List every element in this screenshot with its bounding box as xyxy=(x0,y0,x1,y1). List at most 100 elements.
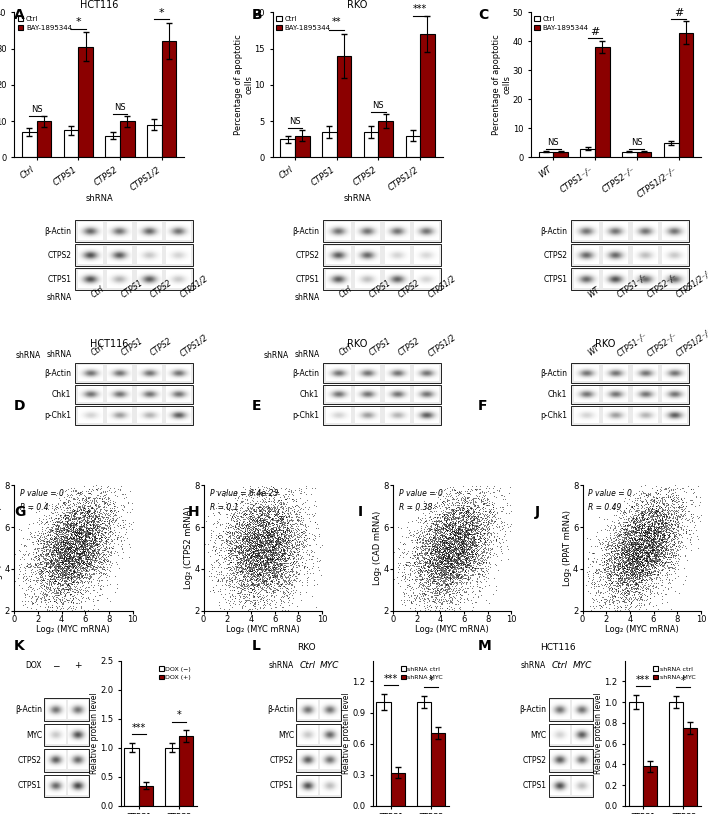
Point xyxy=(53,561,64,574)
Point xyxy=(212,574,224,587)
Point xyxy=(630,523,641,536)
Point xyxy=(249,597,261,610)
Point xyxy=(268,540,280,554)
Point xyxy=(220,533,232,546)
Point xyxy=(272,527,283,540)
Point xyxy=(45,562,56,575)
Bar xyxy=(323,405,442,425)
Point xyxy=(92,482,103,495)
Point xyxy=(464,527,476,540)
Point xyxy=(612,563,623,576)
Point xyxy=(649,560,660,573)
Point xyxy=(639,501,650,514)
Point xyxy=(648,526,659,539)
Point xyxy=(62,540,73,554)
Point xyxy=(620,550,632,563)
X-axis label: Log₂ (MYC mRNA): Log₂ (MYC mRNA) xyxy=(605,625,678,634)
Point xyxy=(401,579,413,592)
Point xyxy=(643,523,654,536)
Point xyxy=(660,535,671,548)
Point xyxy=(45,554,56,567)
Point xyxy=(461,510,472,523)
Point xyxy=(24,557,35,570)
Point xyxy=(260,549,271,562)
Point xyxy=(620,596,631,609)
Point xyxy=(112,528,123,541)
Point xyxy=(45,540,57,554)
Point xyxy=(426,498,437,511)
Point xyxy=(674,520,685,533)
Point xyxy=(663,523,675,536)
Point xyxy=(253,537,264,550)
Point xyxy=(651,501,662,514)
Point xyxy=(64,510,75,523)
Point xyxy=(71,519,82,532)
Point xyxy=(627,554,638,567)
Point xyxy=(441,510,452,523)
Point xyxy=(245,579,256,592)
Point xyxy=(647,509,658,522)
Point xyxy=(432,549,443,562)
Point xyxy=(445,596,457,609)
Point xyxy=(259,525,270,538)
Point xyxy=(88,527,100,540)
Point xyxy=(633,571,644,584)
Point xyxy=(693,479,704,492)
Point xyxy=(457,526,469,539)
Point xyxy=(35,543,46,556)
Point xyxy=(646,542,657,555)
Point xyxy=(64,514,76,527)
Point xyxy=(636,562,647,575)
Point xyxy=(656,542,667,555)
Point xyxy=(430,523,441,536)
Point xyxy=(619,540,630,554)
Point xyxy=(474,486,486,499)
Point xyxy=(270,553,282,566)
Point xyxy=(434,575,445,588)
Point xyxy=(266,503,277,516)
Point xyxy=(64,514,76,527)
Point xyxy=(47,514,58,527)
Point xyxy=(88,535,99,548)
Point xyxy=(57,546,68,559)
Point xyxy=(93,519,105,532)
Point xyxy=(244,541,255,554)
Point xyxy=(52,512,64,525)
Point xyxy=(68,550,79,563)
Point xyxy=(445,516,456,529)
Point xyxy=(42,535,54,548)
Point xyxy=(450,527,462,540)
Point xyxy=(207,559,218,572)
Point xyxy=(253,517,265,530)
Point xyxy=(233,519,244,532)
Point xyxy=(447,550,458,563)
Point xyxy=(272,531,283,544)
Point xyxy=(35,573,46,586)
Point xyxy=(605,564,616,577)
Point xyxy=(422,562,433,575)
Point xyxy=(35,558,47,571)
Point xyxy=(635,575,646,589)
Point xyxy=(90,511,101,524)
Point xyxy=(659,507,670,520)
Point xyxy=(50,563,62,576)
Point xyxy=(646,546,657,559)
Point xyxy=(270,512,282,525)
Point xyxy=(52,567,63,580)
Point xyxy=(407,529,418,542)
Point xyxy=(443,559,455,572)
Point xyxy=(651,545,662,558)
Point xyxy=(68,527,79,540)
Point xyxy=(444,577,455,590)
Point xyxy=(457,501,469,514)
Point xyxy=(235,553,246,566)
Point xyxy=(462,540,474,553)
Point xyxy=(634,553,646,566)
Point xyxy=(49,593,60,606)
Point xyxy=(649,587,660,600)
Point xyxy=(634,518,646,531)
Point xyxy=(63,510,74,523)
Point xyxy=(259,500,270,513)
Point xyxy=(622,567,634,580)
Point xyxy=(224,549,235,562)
